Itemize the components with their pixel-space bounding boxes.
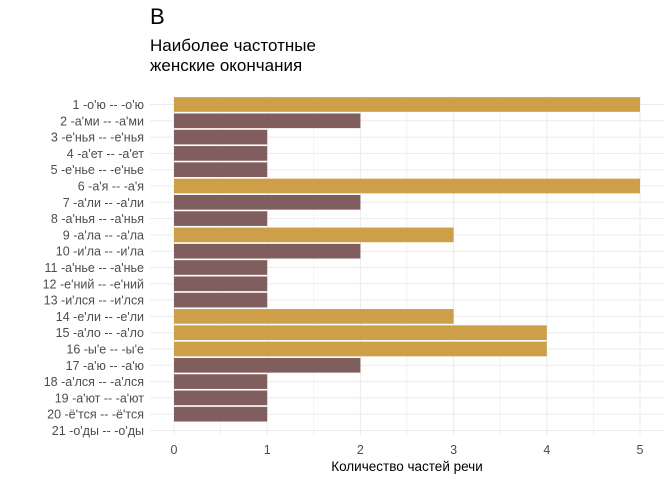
- y-tick-label: 17 -а'ю -- -а'ю: [66, 359, 144, 373]
- bars: [174, 97, 640, 422]
- bar: [174, 146, 268, 161]
- y-tick-labels: 1 -о'ю -- -о'ю 2 -а'ми -- -а'ми 3 -е'нья -…: [43, 98, 145, 438]
- bar: [174, 276, 268, 292]
- x-tick-label: 1: [264, 443, 271, 457]
- bar: [174, 129, 268, 145]
- bar: [174, 260, 268, 275]
- x-tick-label: 2: [357, 443, 364, 457]
- y-tick-label: 7 -а'ли -- -а'ли: [63, 196, 144, 210]
- bar: [174, 325, 547, 341]
- bar: [174, 357, 361, 373]
- bar: [174, 227, 454, 243]
- y-tick-label: 14 -е'ли -- -е'ли: [56, 310, 144, 324]
- y-tick-label: 15 -а'ло -- -а'ло: [56, 326, 144, 340]
- bar: [174, 97, 640, 112]
- x-tick-labels: 0 1 2 3 4 5: [171, 443, 644, 457]
- bar: [174, 194, 361, 210]
- bar: [174, 309, 454, 324]
- x-axis-label: Количество частей речи: [331, 459, 483, 474]
- chart-title: Наиболее частотные женские окончания: [150, 36, 316, 75]
- bar: [174, 162, 268, 178]
- y-tick-label: 8 -а'нья -- -а'нья: [51, 212, 144, 226]
- y-tick-label: 20 -ё'тся -- -ё'тся: [47, 408, 144, 422]
- bar: [174, 406, 268, 422]
- bar: [174, 211, 268, 226]
- x-tick-label: 5: [637, 443, 644, 457]
- bar: [174, 113, 361, 129]
- y-tick-label: 10 -и'ла -- -и'ла: [56, 245, 144, 259]
- y-tick-label: 21 -о'ды -- -о'ды: [52, 424, 144, 438]
- panel-tag: B: [150, 4, 165, 29]
- y-tick-label: 12 -е'ний -- -е'ний: [43, 277, 144, 291]
- y-tick-label: 11 -а'нье -- -а'нье: [45, 261, 145, 275]
- bar: [174, 341, 547, 357]
- y-tick-label: 9 -а'ла -- -а'ла: [63, 228, 144, 242]
- y-tick-label: 13 -и'лся -- -и'лся: [44, 294, 144, 308]
- x-tick-label: 4: [543, 443, 550, 457]
- bar: [174, 374, 268, 389]
- bar: [174, 178, 640, 194]
- y-tick-label: 3 -е'нья -- -е'нья: [51, 131, 144, 145]
- y-tick-label: 16 -ы'е -- -ы'е: [66, 343, 144, 357]
- bar: [174, 243, 361, 259]
- y-tick-label: 4 -а'ет -- -а'ет: [67, 147, 144, 161]
- y-tick-label: 2 -а'ми -- -а'ми: [60, 114, 144, 128]
- x-tick-label: 3: [450, 443, 457, 457]
- y-tick-label: 19 -а'ют -- -а'ют: [55, 391, 145, 405]
- y-tick-label: 1 -о'ю -- -о'ю: [73, 98, 144, 112]
- y-tick-label: 5 -е'нье -- -е'нье: [51, 163, 144, 177]
- x-tick-label: 0: [171, 443, 178, 457]
- y-tick-label: 6 -а'я -- -а'я: [78, 180, 144, 194]
- bar: [174, 292, 268, 308]
- y-tick-label: 18 -а'лся -- -а'лся: [44, 375, 144, 389]
- bar: [174, 390, 268, 406]
